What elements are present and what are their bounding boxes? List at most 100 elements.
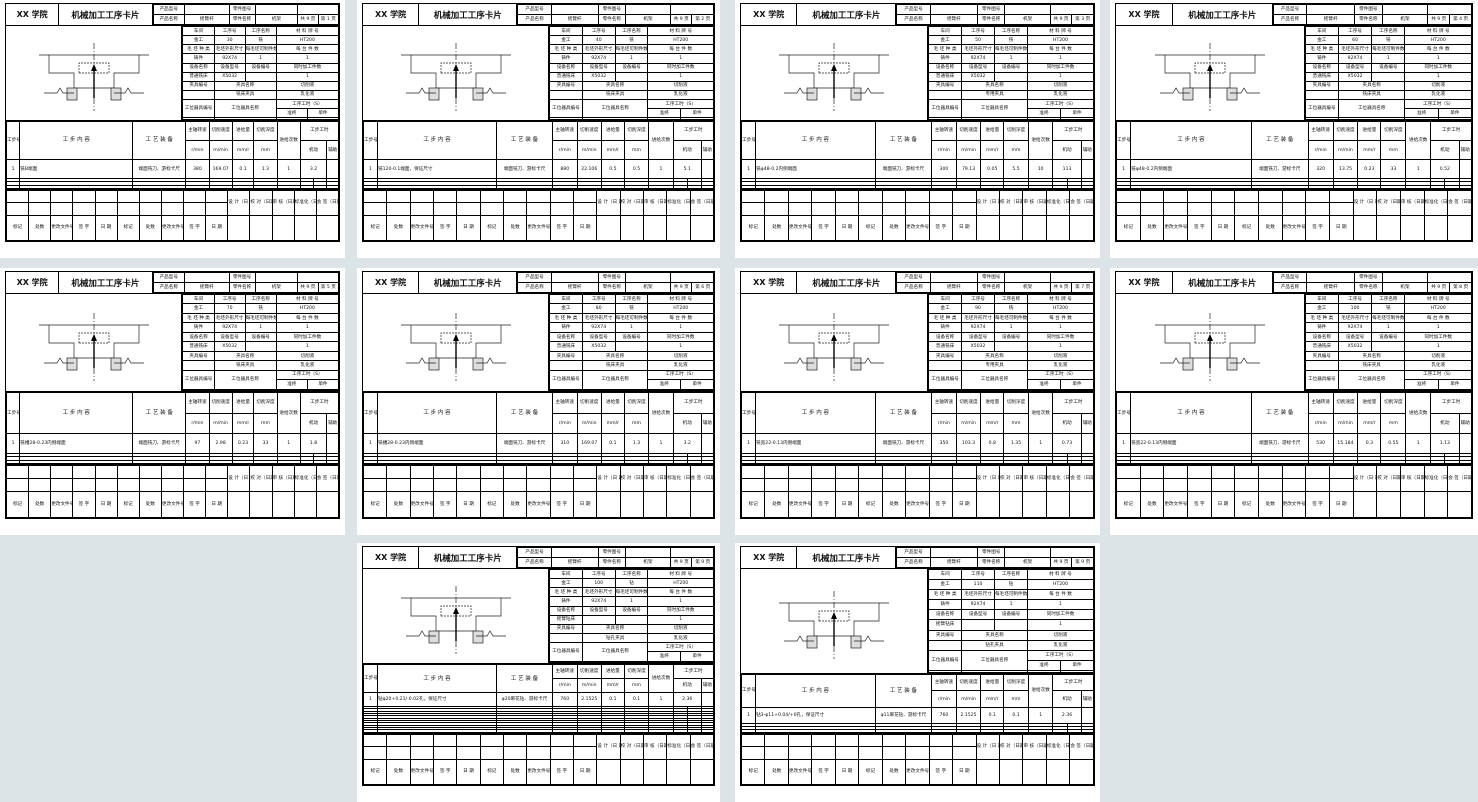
change-label: 日 期: [572, 214, 598, 242]
page-number: 第 9 页: [1071, 557, 1094, 568]
station-name-label: 工位器具名称: [961, 98, 1029, 119]
step-time-header: 工步工时: [1430, 120, 1472, 141]
document-page[interactable]: XX 学院 机械加工工序卡片 产品型号 零件图号 产品名称 摇臂杆 零件名称 机架共 9…: [357, 268, 720, 535]
equip-name-value: 普通铣床: [1304, 341, 1339, 352]
blank-type-label: 毛 坯 种 类: [549, 587, 583, 598]
per-blank-label: 每毛坯可制件数: [1371, 312, 1406, 324]
part-no-value: [1381, 4, 1429, 15]
change-label: 签 字: [1186, 214, 1212, 242]
blank-type-label: 毛 坯 种 类: [928, 312, 963, 324]
document-page[interactable]: XX 学院 机械加工工序卡片 产品型号 零件图号 产品名称 摇臂杆 零件名称 机架共 9…: [1110, 268, 1478, 535]
step-machine-time: 2.36: [1052, 706, 1082, 725]
document-page[interactable]: XX 学院 机械加工工序卡片 产品型号 零件图号 产品名称 摇臂杆 零件名称 机架共 9…: [0, 268, 345, 535]
step-aux-time: [1080, 159, 1095, 180]
material-value: HT200: [1027, 579, 1094, 591]
op-no-label: 工序号: [581, 25, 616, 37]
step-aux-time: [700, 432, 715, 454]
document-page[interactable]: XX 学院 机械加工工序卡片 产品型号 零件图号 产品名称 摇臂杆 零件名称 机架共 9…: [735, 0, 1100, 258]
change-label: 签 字: [1305, 214, 1330, 242]
step-feed: 0.1: [601, 692, 625, 708]
speed-header: 主轴转速: [185, 392, 210, 414]
step-equip: 端面铣刀、游标卡尺: [132, 159, 187, 180]
feed-header: 进给量: [231, 120, 255, 141]
coolant-value: 乳化液: [1404, 360, 1472, 371]
station-no-value: [549, 388, 583, 392]
equip-no-label: 设备编号: [994, 609, 1029, 621]
document-page[interactable]: XX 学院 机械加工工序卡片 产品型号 零件图号 产品名称 摇臂杆 零件名称 机架共 9…: [735, 543, 1100, 802]
fixture-name-label: 夹具名称: [213, 80, 277, 91]
sign-label: 审 核（日期）: [642, 733, 668, 760]
simul-label: 同时加工件数: [1404, 62, 1472, 73]
equip-no-label: 设备编号: [614, 605, 649, 616]
product-name-label: 产品名称: [1272, 282, 1308, 293]
op-no-value: 100: [1337, 303, 1373, 314]
op-name-label: 工序名称: [1371, 293, 1406, 305]
part-no-label: 零件图号: [976, 547, 1006, 558]
simul-value: 1: [647, 71, 714, 82]
prep-value: [275, 117, 308, 120]
step-row-empty: [1115, 456, 1473, 461]
per-blank-label: 每毛坯可制件数: [614, 587, 649, 598]
op-name-label: 工序名称: [994, 293, 1029, 305]
step-speed: 760: [552, 692, 578, 708]
per-blank-value: 1: [244, 322, 277, 333]
sign-label: 设 计（日 期）: [975, 189, 1000, 216]
per-blank-label: 每毛坯可制件数: [614, 44, 649, 55]
document-page[interactable]: XX 学院 机械加工工序卡片 产品型号 零件图号 产品名称 摇臂杆 零件名称 机架共 9…: [0, 0, 345, 258]
op-no-label: 工序号: [581, 568, 616, 580]
per-blank-value: 1: [994, 599, 1029, 611]
fixture-name-label: 夹具名称: [213, 350, 277, 362]
unit-label: 单件: [1060, 108, 1094, 119]
passes-header: 进给次数: [276, 392, 301, 434]
station-no-label: 工位器具编号: [549, 642, 583, 662]
document-page[interactable]: XX 学院 机械加工工序卡片 产品型号 零件图号 产品名称 摇臂杆 零件名称 机架共 9…: [1110, 0, 1478, 258]
simul-value: 1: [275, 71, 340, 82]
sign-label: 标准化（日期）: [1045, 189, 1071, 216]
equip-name-label: 设备名称: [549, 605, 583, 616]
fixture-no-label: 夹具编号: [928, 80, 963, 91]
change-label: 签 字: [928, 490, 954, 519]
signature-block: 设 计（日 期）校 对（日期）审 核（日期）标准化（日期）会 签（日期） 标记处…: [362, 463, 715, 519]
product-model-value: [929, 4, 978, 15]
step-machine-time: 1.8: [299, 432, 328, 454]
step-equip: 端面铣刀、游标卡尺: [1250, 432, 1309, 454]
coolant-value: 乳化液: [275, 360, 340, 371]
step-cut-speed: 2.1525: [576, 692, 602, 708]
equip-model-value: [961, 619, 996, 631]
step-depth: 1.35: [1003, 432, 1029, 454]
change-label: 处数: [138, 490, 162, 519]
equip-model-label: 设备型号: [581, 331, 616, 343]
coolant-value: 乳化液: [647, 89, 714, 101]
signature-block: 设 计（日 期）校 对（日期）审 核（日期）标准化（日期）会 签（日期） 标记处…: [5, 188, 340, 242]
op-no-value: 60: [1337, 35, 1373, 46]
step-feed: 0.05: [980, 159, 1005, 180]
station-no-value: [182, 388, 215, 392]
per-blank-label: 每毛坯可制件数: [994, 44, 1029, 55]
prep-label: 准终: [275, 108, 308, 119]
step-feed: 0.1: [231, 159, 255, 180]
step-speed: 350: [931, 432, 957, 454]
fixture-no-label: 夹具编号: [549, 623, 583, 635]
op-time-label: 工序工时（S）: [1027, 649, 1094, 661]
document-page[interactable]: XX 学院 机械加工工序卡片 产品型号 零件图号 产品名称 摇臂杆 零件名称 机架共 9…: [735, 268, 1100, 535]
coolant-value: 乳化液: [1027, 360, 1094, 371]
change-label: 签 字: [432, 490, 458, 519]
blank-type-value: 铸件: [549, 322, 583, 333]
workshop-value: 金工: [928, 35, 963, 46]
change-label: 更改文件号: [409, 758, 434, 786]
document-page[interactable]: XX 学院 机械加工工序卡片 产品型号 零件图号 产品名称 摇臂杆 零件名称 机架共 9…: [357, 0, 720, 258]
product-name-label: 产品名称: [896, 557, 931, 568]
prep-value: [647, 660, 682, 664]
step-time-header: 工步工时: [672, 120, 715, 141]
per-unit-label: 每 台 件 数: [647, 587, 714, 598]
change-label: 标记: [5, 214, 30, 242]
station-no-value: [1304, 388, 1339, 392]
blank: [1427, 4, 1472, 15]
workshop-label: 车间: [549, 568, 583, 580]
machine-time-label: 机动: [672, 412, 702, 434]
op-name-label: 工序名称: [1371, 25, 1406, 37]
document-page[interactable]: XX 学院 机械加工工序卡片 产品型号 零件图号 产品名称 摇臂杆 零件名称 机架共 9…: [357, 543, 720, 802]
step-cut-speed: 79.13: [955, 159, 982, 180]
step-equip-header: 工 艺 装 备: [496, 664, 553, 694]
aux-time-label: 辅助: [700, 412, 715, 434]
